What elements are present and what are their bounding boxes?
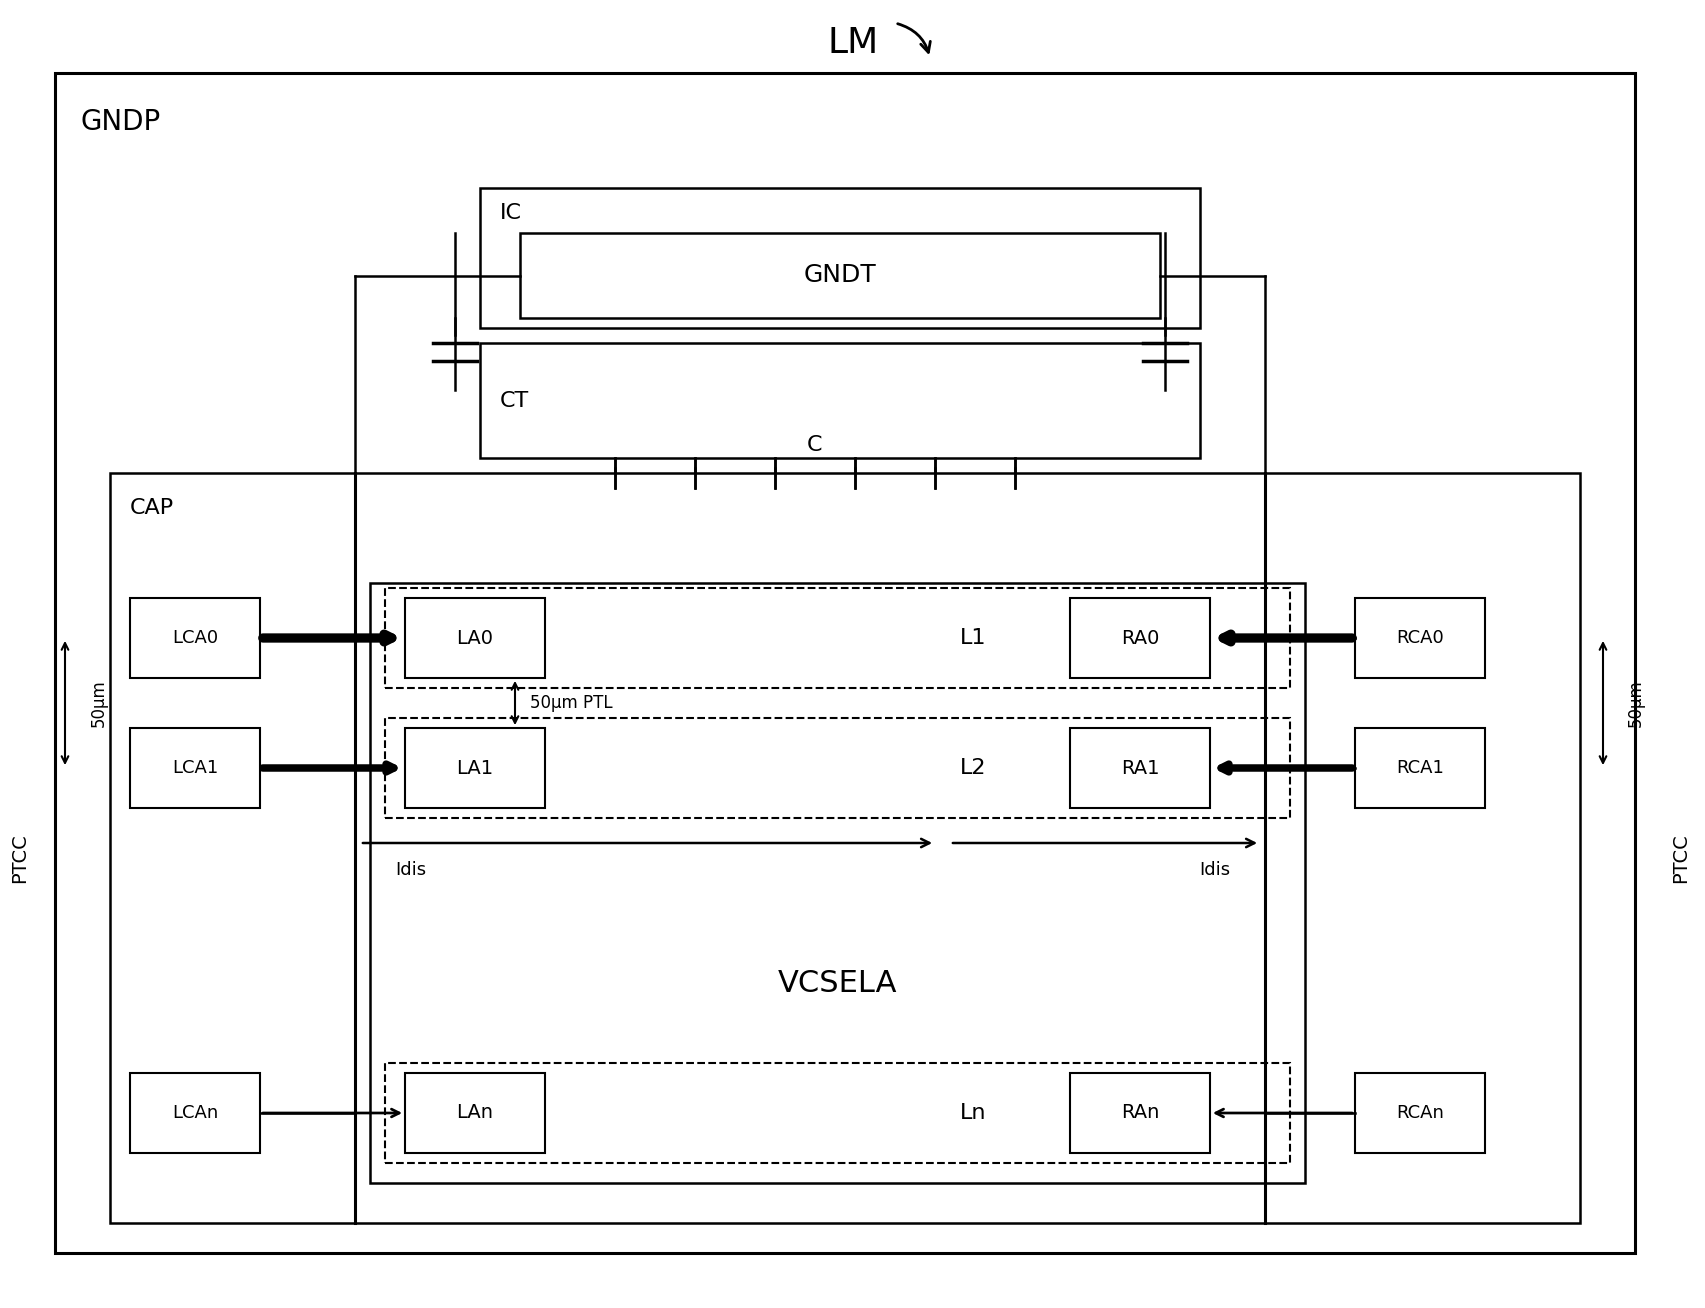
Bar: [1069, 598, 1209, 678]
Bar: [520, 233, 1159, 318]
Text: GNDT: GNDT: [803, 263, 876, 288]
Text: LAn: LAn: [457, 1104, 493, 1122]
Bar: [1069, 1073, 1209, 1152]
Text: PTCC: PTCC: [1669, 833, 1690, 883]
Bar: [109, 473, 1579, 1223]
Bar: [404, 729, 544, 808]
Bar: [385, 589, 1289, 688]
Text: RCA0: RCA0: [1395, 629, 1442, 647]
Text: C: C: [806, 436, 822, 455]
Text: RCAn: RCAn: [1395, 1104, 1442, 1122]
Text: LA1: LA1: [457, 759, 493, 777]
Text: Ln: Ln: [960, 1103, 985, 1124]
Text: RCA1: RCA1: [1395, 759, 1442, 777]
Text: 50μm: 50μm: [90, 679, 107, 727]
Text: RAn: RAn: [1120, 1104, 1158, 1122]
Text: Idis: Idis: [1199, 861, 1229, 879]
Text: PTCC: PTCC: [10, 833, 29, 883]
Bar: [1354, 1073, 1483, 1152]
Text: LCAn: LCAn: [172, 1104, 218, 1122]
Text: 50μm PTL: 50μm PTL: [530, 695, 612, 712]
Bar: [479, 343, 1199, 458]
Bar: [370, 583, 1304, 1182]
Bar: [130, 598, 259, 678]
Text: L1: L1: [960, 628, 985, 647]
Text: VCSELA: VCSELA: [777, 968, 897, 998]
Bar: [1354, 598, 1483, 678]
Bar: [130, 729, 259, 808]
Bar: [404, 598, 544, 678]
Text: CT: CT: [500, 391, 529, 411]
Bar: [385, 1063, 1289, 1163]
Text: LCA0: LCA0: [172, 629, 218, 647]
Bar: [1354, 729, 1483, 808]
Bar: [130, 1073, 259, 1152]
Text: GNDP: GNDP: [80, 109, 160, 136]
Text: RA1: RA1: [1120, 759, 1159, 777]
Text: CAP: CAP: [130, 498, 174, 518]
Text: 50μm: 50μm: [1627, 679, 1644, 727]
Bar: [479, 188, 1199, 328]
Bar: [404, 1073, 544, 1152]
Text: LM: LM: [827, 26, 878, 60]
Bar: [385, 718, 1289, 818]
Text: RA0: RA0: [1120, 629, 1158, 647]
Text: LCA1: LCA1: [172, 759, 218, 777]
Bar: [1069, 729, 1209, 808]
Text: LA0: LA0: [457, 629, 493, 647]
Text: L2: L2: [960, 759, 985, 778]
Text: Idis: Idis: [396, 861, 426, 879]
Text: IC: IC: [500, 203, 522, 222]
